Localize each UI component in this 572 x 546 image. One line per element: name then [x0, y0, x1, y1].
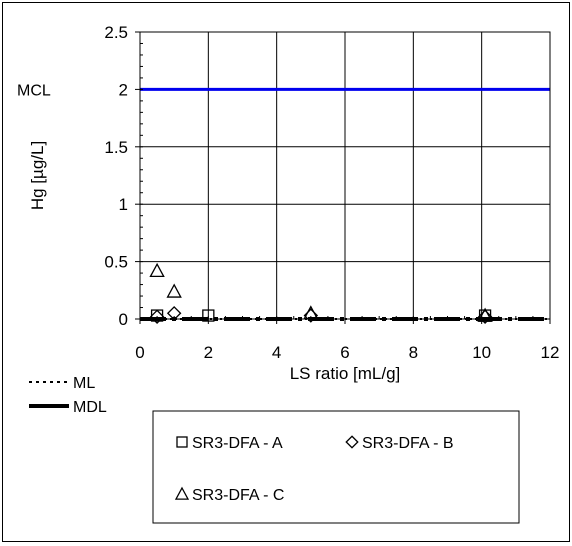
- data-markers: [149, 262, 493, 324]
- series-legend: SR3-DFA - A SR3-DFA - B SR3-DFA - C: [174, 435, 454, 504]
- chart-svg: 0 0.5 1 1.5 2 2.5 0 2 4 6 8 10 12 MCL LS ratio [mL/g…: [17, 23, 559, 524]
- mdl-legend-label: MDL: [73, 399, 107, 416]
- mcl-label: MCL: [17, 82, 51, 99]
- legend-marker-square: [176, 436, 188, 448]
- y-tick-label: 2: [119, 80, 128, 99]
- x-tick-label: 6: [340, 343, 349, 362]
- axis-ticks: 0 0.5 1 1.5 2 2.5 0 2 4 6 8 10 12: [104, 23, 559, 362]
- y-tick-label: 0.5: [104, 253, 128, 272]
- x-tick-label: 2: [204, 343, 213, 362]
- reference-line-legend: ML MDL: [29, 375, 107, 416]
- x-tick-label: 10: [472, 343, 491, 362]
- x-tick-label: 0: [135, 343, 144, 362]
- y-tick-label: 1: [119, 195, 128, 214]
- data-point-triangle: [166, 283, 182, 298]
- data-point-diamond: [477, 309, 493, 324]
- data-point-square: [202, 309, 215, 322]
- y-tick-label: 1.5: [104, 138, 128, 157]
- ml-legend-label: ML: [73, 375, 95, 392]
- data-point-triangle: [303, 305, 319, 320]
- x-tick-label: 12: [541, 343, 560, 362]
- data-point-diamond: [149, 309, 165, 324]
- legend-marker-triangle: [174, 486, 190, 500]
- grid-lines: [139, 31, 551, 320]
- data-point-triangle: [477, 307, 493, 322]
- x-tick-label: 4: [272, 343, 281, 362]
- x-axis-title: LS ratio [mL/g]: [290, 364, 401, 383]
- y-tick-label: 0: [119, 310, 128, 329]
- legend-label: SR3-DFA - C: [192, 487, 284, 504]
- data-point-diamond: [166, 306, 182, 321]
- legend-marker-diamond: [345, 435, 359, 449]
- y-axis-title: Hg [µg/L]: [28, 141, 47, 210]
- x-tick-label: 8: [409, 343, 418, 362]
- y-tick-label: 2.5: [104, 23, 128, 42]
- legend-label: SR3-DFA - B: [362, 435, 454, 452]
- data-point-triangle: [149, 262, 165, 278]
- legend-label: SR3-DFA - A: [192, 435, 283, 452]
- series-legend-box: [152, 410, 520, 524]
